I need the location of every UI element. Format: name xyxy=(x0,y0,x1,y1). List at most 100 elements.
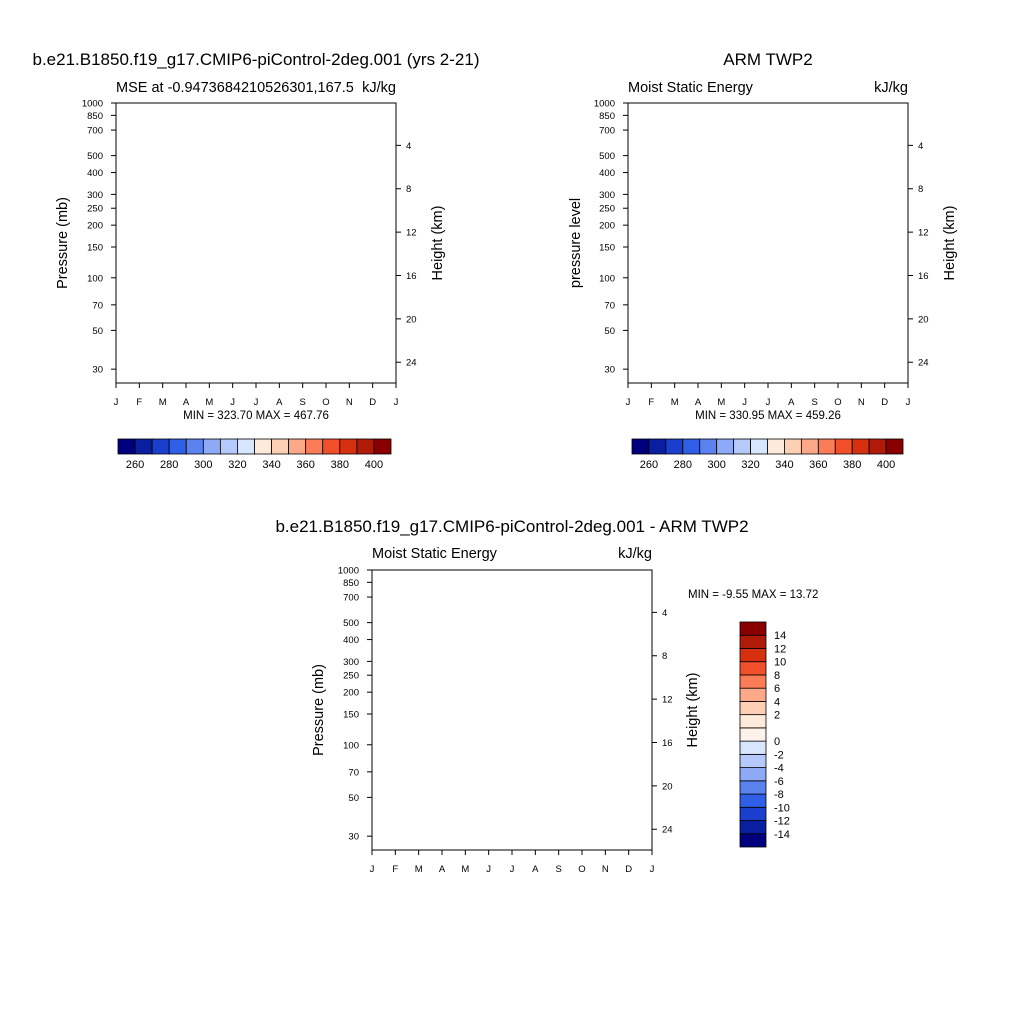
x-tick-label: J xyxy=(230,397,235,408)
colorbar-swatch xyxy=(322,438,341,455)
colorbar-label: -2 xyxy=(774,749,784,761)
x-tick-label: A xyxy=(532,864,539,875)
y-right-tick-label: 16 xyxy=(918,271,929,282)
colorbar-swatch xyxy=(739,820,767,835)
x-tick-label: J xyxy=(650,864,655,875)
x-tick-label: M xyxy=(717,397,725,408)
y-tick-label: 250 xyxy=(87,204,103,215)
x-tick-label: O xyxy=(322,397,329,408)
colorbar-swatch xyxy=(739,621,767,636)
y-tick-label: 100 xyxy=(87,273,103,284)
y-tick-label: 150 xyxy=(599,242,615,253)
x-tick-label: S xyxy=(555,864,561,875)
colorbar-swatch xyxy=(665,438,684,455)
y-tick-label: 700 xyxy=(343,593,359,604)
colorbar-label: 6 xyxy=(774,683,780,695)
y-right-tick-label: 4 xyxy=(662,608,667,619)
panel-obs-plot: J F M A M J J A S O N D J 30 50 70 100 150 200 250 300 400 500… xyxy=(594,99,929,409)
panel-obs-subtitle: Moist Static Energy xyxy=(628,80,754,96)
y-right-tick-label: 24 xyxy=(406,358,417,369)
plot-frame xyxy=(115,102,397,384)
x-tick-label: D xyxy=(369,397,376,408)
y-right-tick-label: 12 xyxy=(406,228,417,239)
x-tick-label: J xyxy=(114,397,119,408)
colorbar-swatch xyxy=(305,438,324,455)
colorbar-swatch xyxy=(817,438,836,455)
y-tick-label: 200 xyxy=(599,221,615,232)
y-tick-label: 400 xyxy=(343,635,359,646)
y-tick-label: 250 xyxy=(599,204,615,215)
colorbar-swatch xyxy=(373,438,392,455)
y-right-tick-label: 8 xyxy=(918,184,923,195)
colorbar-label: 360 xyxy=(809,459,827,471)
y-tick-label: 300 xyxy=(599,190,615,201)
x-tick-label: D xyxy=(881,397,888,408)
colorbar-swatch xyxy=(739,634,767,649)
y-tick-label: 1000 xyxy=(338,566,359,577)
colorbar-swatch xyxy=(356,438,375,455)
y-tick-label: 500 xyxy=(599,151,615,162)
y-tick-label: 30 xyxy=(92,365,103,376)
colorbar-label: 400 xyxy=(877,459,895,471)
x-tick-label: J xyxy=(626,397,631,408)
x-tick-label: O xyxy=(834,397,841,408)
colorbar-label: -8 xyxy=(774,789,784,801)
panel-model-colorbar: 260 280 300 320 340 360 380 400 xyxy=(117,438,392,471)
x-tick-label: D xyxy=(625,864,632,875)
y-tick-label: 70 xyxy=(92,300,103,311)
panel-obs-colorbar: 260 280 300 320 340 360 380 400 xyxy=(631,438,904,471)
colorbar-label: 320 xyxy=(741,459,759,471)
x-tick-label: A xyxy=(788,397,795,408)
colorbar-swatch xyxy=(699,438,718,455)
colorbar-swatch xyxy=(739,648,767,663)
x-tick-label: M xyxy=(205,397,213,408)
y-tick-label: 400 xyxy=(87,168,103,179)
y-tick-label: 150 xyxy=(343,709,359,720)
colorbar-label: 2 xyxy=(774,710,780,722)
colorbar-label: 10 xyxy=(774,657,786,669)
colorbar-swatch xyxy=(767,438,785,455)
colorbar-swatch xyxy=(739,793,767,808)
x-tick-label: M xyxy=(415,864,423,875)
colorbar-swatch xyxy=(739,806,767,821)
y-tick-label: 70 xyxy=(604,300,615,311)
x-tick-label: J xyxy=(370,864,375,875)
panel-diff-title: b.e21.B1850.f19_g17.CMIP6-piControl-2deg… xyxy=(275,517,748,536)
y-tick-label: 100 xyxy=(343,740,359,751)
panel-model-ylabel-right: Height (km) xyxy=(430,206,446,281)
colorbar-swatch xyxy=(851,438,870,455)
colorbar-swatch xyxy=(631,438,650,455)
colorbar-label: 300 xyxy=(194,459,212,471)
panel-model-units: kJ/kg xyxy=(362,80,396,96)
y-tick-label: 500 xyxy=(343,618,359,629)
x-tick-label: A xyxy=(439,864,446,875)
plot-frame xyxy=(371,569,653,851)
colorbar-swatch xyxy=(885,438,904,455)
colorbar-swatch xyxy=(739,727,767,742)
panel-model-subtitle: MSE at -0.9473684210526301,167.5 xyxy=(116,80,354,96)
colorbar-swatch xyxy=(739,661,767,676)
y-right-tick-label: 8 xyxy=(662,651,667,662)
colorbar-label: 320 xyxy=(228,459,246,471)
panel-obs-stats: MIN = 330.95 MAX = 459.26 xyxy=(695,410,841,422)
y-right-tick-label: 16 xyxy=(406,271,417,282)
x-tick-label: J xyxy=(766,397,771,408)
x-tick-label: J xyxy=(394,397,399,408)
x-tick-label: J xyxy=(254,397,259,408)
colorbar-swatch xyxy=(739,833,767,848)
y-right-tick-label: 4 xyxy=(406,141,411,152)
colorbar-swatch xyxy=(733,438,751,455)
panel-model-stats: MIN = 323.70 MAX = 467.76 xyxy=(183,410,329,422)
colorbar-swatch xyxy=(117,438,136,455)
colorbar-swatch xyxy=(185,438,204,455)
colorbar-swatch xyxy=(739,767,767,782)
colorbar-label: 280 xyxy=(160,459,178,471)
y-right-tick-label: 24 xyxy=(662,825,673,836)
x-tick-label: M xyxy=(671,397,679,408)
y-right-tick-label: 12 xyxy=(662,695,673,706)
y-tick-label: 500 xyxy=(87,151,103,162)
panel-diff-units: kJ/kg xyxy=(618,546,652,562)
y-right-tick-label: 16 xyxy=(662,738,673,749)
